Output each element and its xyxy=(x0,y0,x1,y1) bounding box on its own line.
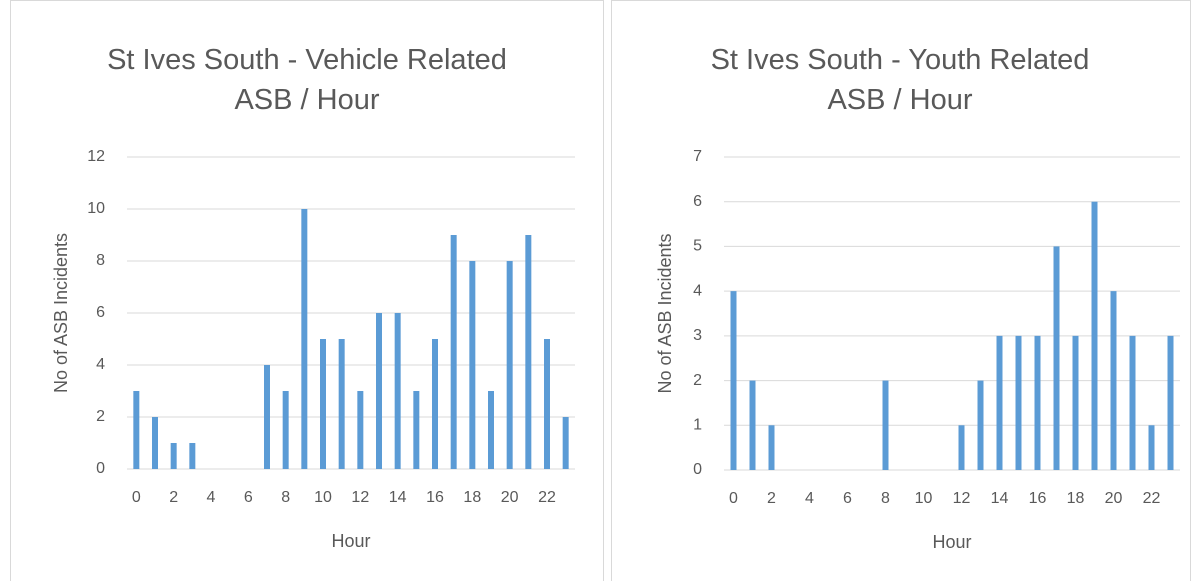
y-tick-label: 0 xyxy=(96,460,105,477)
bar xyxy=(1053,246,1060,470)
y-tick-label: 1 xyxy=(693,417,702,434)
x-tick-label: 6 xyxy=(244,489,253,506)
bar xyxy=(730,291,737,470)
bar xyxy=(301,209,308,469)
bar xyxy=(170,443,177,469)
bar xyxy=(432,339,438,469)
bar xyxy=(1129,335,1136,470)
y-tick-label: 4 xyxy=(693,282,702,299)
bar xyxy=(376,313,382,469)
x-tick-label: 10 xyxy=(915,490,933,507)
y-tick-label: 4 xyxy=(96,356,105,373)
bar xyxy=(1015,335,1022,470)
bar xyxy=(320,339,326,469)
y-tick-label: 6 xyxy=(96,304,105,321)
x-tick-label: 14 xyxy=(389,489,407,506)
y-tick-label: 8 xyxy=(96,252,105,269)
y-tick-label: 2 xyxy=(96,408,105,425)
bar xyxy=(469,261,476,469)
x-tick-label: 16 xyxy=(426,489,444,506)
bar xyxy=(282,391,289,469)
y-axis-label: No of ASB Incidents xyxy=(655,233,675,393)
x-tick-label: 2 xyxy=(169,489,178,506)
bar xyxy=(977,380,984,470)
bar xyxy=(394,313,401,469)
bar xyxy=(544,339,550,469)
bar xyxy=(996,335,1003,470)
y-tick-label: 12 xyxy=(87,148,105,165)
x-tick-label: 10 xyxy=(314,489,332,506)
bar xyxy=(1110,291,1117,470)
x-tick-label: 14 xyxy=(991,490,1009,507)
x-tick-label: 12 xyxy=(953,490,971,507)
panel-border xyxy=(10,0,604,581)
bar xyxy=(1034,335,1041,470)
bar xyxy=(958,425,965,470)
bar xyxy=(562,417,569,469)
panel-border xyxy=(611,0,1191,581)
x-tick-label: 22 xyxy=(1143,490,1161,507)
y-tick-label: 0 xyxy=(693,461,702,478)
bar xyxy=(488,391,494,469)
bar xyxy=(768,425,775,470)
x-axis-label: Hour xyxy=(331,531,370,551)
x-tick-label: 8 xyxy=(281,489,290,506)
y-tick-label: 2 xyxy=(693,372,702,389)
bar xyxy=(1167,335,1174,470)
bar xyxy=(338,339,345,469)
x-tick-label: 20 xyxy=(1105,490,1123,507)
chart-title: St Ives South - Youth Related ASB / Hour xyxy=(710,44,1090,116)
x-tick-label: 8 xyxy=(881,490,890,507)
bar xyxy=(506,261,513,469)
bar xyxy=(264,365,270,469)
bar xyxy=(357,391,364,469)
bar xyxy=(1091,201,1098,470)
bar xyxy=(749,380,756,470)
bar xyxy=(450,235,457,469)
y-tick-label: 5 xyxy=(693,238,702,255)
y-axis-label: No of ASB Incidents xyxy=(51,233,71,393)
bar xyxy=(525,235,532,469)
x-tick-label: 6 xyxy=(843,490,852,507)
y-tick-label: 7 xyxy=(693,148,702,165)
bar xyxy=(133,391,140,469)
chart-title: St Ives South - Vehicle Related ASB / Ho… xyxy=(107,44,507,116)
bar xyxy=(882,380,889,470)
x-tick-label: 2 xyxy=(767,490,776,507)
x-tick-label: 22 xyxy=(538,489,556,506)
x-tick-label: 0 xyxy=(132,489,141,506)
x-tick-label: 18 xyxy=(463,489,481,506)
bar xyxy=(413,391,420,469)
x-tick-label: 16 xyxy=(1029,490,1047,507)
bar xyxy=(189,443,196,469)
bar xyxy=(1148,425,1155,470)
x-axis-label: Hour xyxy=(932,532,971,552)
bar xyxy=(152,417,158,469)
bar xyxy=(1072,335,1079,470)
x-tick-label: 0 xyxy=(729,490,738,507)
x-tick-label: 4 xyxy=(207,489,216,506)
x-tick-label: 12 xyxy=(351,489,369,506)
x-tick-label: 18 xyxy=(1067,490,1085,507)
y-tick-label: 3 xyxy=(693,327,702,344)
x-tick-label: 4 xyxy=(805,490,814,507)
x-tick-label: 20 xyxy=(501,489,519,506)
y-tick-label: 6 xyxy=(693,193,702,210)
y-tick-label: 10 xyxy=(87,200,105,217)
